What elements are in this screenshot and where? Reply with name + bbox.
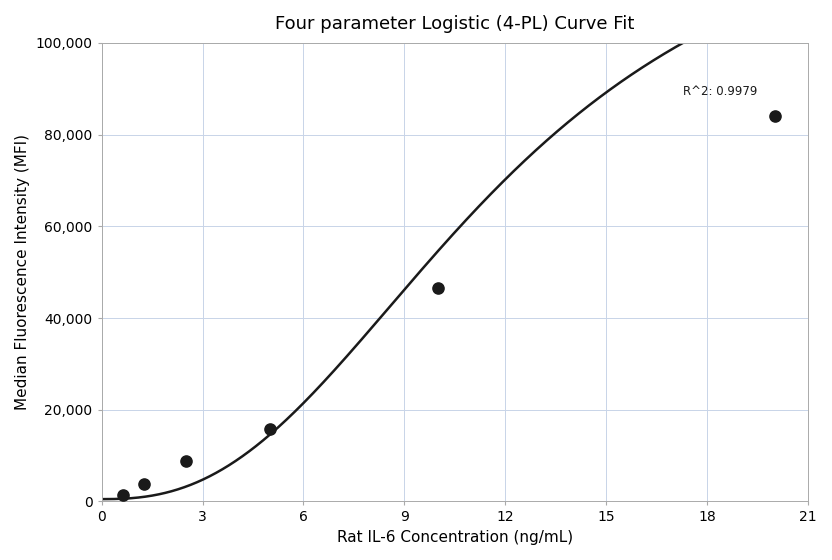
Y-axis label: Median Fluorescence Intensity (MFI): Median Fluorescence Intensity (MFI) — [15, 134, 30, 410]
Point — [179, 456, 192, 465]
Text: R^2: 0.9979: R^2: 0.9979 — [683, 85, 758, 98]
X-axis label: Rat IL-6 Concentration (ng/mL): Rat IL-6 Concentration (ng/mL) — [337, 530, 573, 545]
Point — [137, 479, 151, 488]
Point — [432, 284, 445, 293]
Point — [768, 112, 781, 121]
Point — [116, 490, 129, 499]
Point — [263, 424, 276, 433]
Title: Four parameter Logistic (4-PL) Curve Fit: Four parameter Logistic (4-PL) Curve Fit — [275, 15, 635, 33]
